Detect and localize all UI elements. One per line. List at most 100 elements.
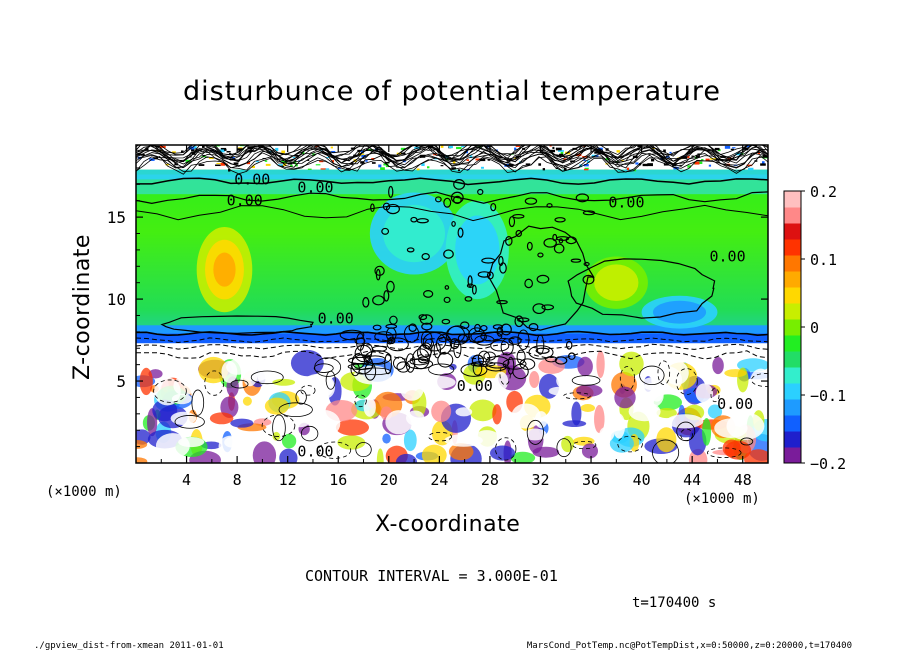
field-plume-core <box>695 383 714 403</box>
field-noise-speck <box>687 165 691 168</box>
field-plume <box>538 358 565 374</box>
contour-eddy <box>370 203 375 213</box>
field-noise-speck <box>651 158 655 162</box>
x-tick-label: 20 <box>380 471 398 489</box>
contour-eddy <box>524 278 534 289</box>
field-noise-speck <box>557 150 564 152</box>
contour-lower <box>706 447 742 458</box>
field-noise-speck <box>330 146 333 149</box>
x-tick-label: 4 <box>182 471 191 489</box>
contour-lower <box>710 388 720 403</box>
field-noise-speck <box>563 158 567 160</box>
field-noise-speck <box>466 159 469 162</box>
colorbar: 0.2 0.1 0 −0.1 −0.2 <box>783 183 846 473</box>
contour-eddy <box>508 216 516 228</box>
field-noise-speck <box>583 163 589 167</box>
field-plume <box>376 448 384 463</box>
field-noise-speck <box>433 158 439 160</box>
contour-eddy <box>382 202 391 211</box>
contour-line <box>136 154 768 175</box>
colorbar-swatch <box>784 319 801 336</box>
field-noise-speck <box>762 155 768 158</box>
contour-eddy-dense <box>360 342 373 358</box>
field-plume-core <box>444 434 483 447</box>
contour-lower <box>313 363 334 373</box>
contour-eddy-dense <box>447 325 465 343</box>
field-noise-speck <box>216 162 222 164</box>
y-tick-label: 10 <box>107 290 126 309</box>
field-plume <box>510 451 536 463</box>
contour-lower <box>355 442 372 458</box>
field-plume-core <box>385 410 413 435</box>
contour-lower <box>499 363 511 386</box>
contour-eddy-dense <box>500 338 514 356</box>
contour-eddy <box>541 304 555 311</box>
colorbar-swatch <box>784 271 801 288</box>
field-plume <box>198 356 229 384</box>
contour-eddy <box>582 210 596 216</box>
field-noise-speck <box>525 163 531 166</box>
field-plume <box>609 434 634 453</box>
contour-lower <box>300 425 319 442</box>
field-noise-speck <box>360 161 365 164</box>
field-plume <box>209 412 234 425</box>
field-noise-speck <box>542 168 546 171</box>
field-plume <box>230 418 254 428</box>
x-tick-label: 40 <box>633 471 651 489</box>
field-plume-core <box>291 419 309 428</box>
contour-eddy <box>486 271 494 280</box>
field-plume-core <box>170 411 197 425</box>
field-noise-speck <box>760 163 766 166</box>
field-noise-speck <box>642 163 648 167</box>
field-noise-speck <box>469 155 473 159</box>
contour-lower <box>314 357 342 377</box>
field-noise-speck <box>691 155 694 157</box>
field-noise-speck <box>294 154 299 157</box>
x-tick-label: 8 <box>233 471 242 489</box>
contour-eddy <box>453 179 466 190</box>
field-noise-speck <box>701 158 704 161</box>
contour-label: 0.00 <box>227 192 263 210</box>
field-noise-speck <box>202 154 206 157</box>
field-noise-speck <box>358 153 365 157</box>
field-noise-speck <box>665 156 670 158</box>
contour-loop <box>160 315 314 335</box>
contour-eddy <box>582 274 595 285</box>
contour-lower <box>230 379 249 389</box>
field-noise-speck <box>705 158 710 162</box>
contour-eddy <box>546 203 553 208</box>
contour-lower <box>652 439 680 463</box>
contour-eddy <box>515 229 523 238</box>
field-plume <box>152 399 178 422</box>
contour-eddy <box>543 238 557 248</box>
field-noise-speck <box>215 164 221 167</box>
contour-eddy <box>553 243 565 254</box>
field-noise-speck <box>549 145 552 147</box>
contour-eddy-dense <box>363 354 371 363</box>
contour-lower <box>675 368 698 395</box>
y-tick-label: 5 <box>116 372 126 391</box>
contour-eddy-dense <box>374 331 394 342</box>
contour-lower <box>278 402 313 418</box>
contour-label: 0.00 <box>297 442 333 460</box>
contour-eddy-dense <box>528 345 554 360</box>
contour-lower <box>325 370 336 390</box>
field-noise-speck <box>694 161 700 165</box>
field-plume <box>431 400 452 423</box>
field-noise-speck <box>515 145 521 147</box>
field-plume <box>335 419 370 436</box>
field-noise-speck <box>635 162 639 165</box>
field-plume <box>571 401 582 426</box>
contour-eddy <box>526 241 533 251</box>
field-plume <box>489 445 516 461</box>
contour-eddy-dense <box>364 350 392 365</box>
field-noise-speck <box>238 147 243 149</box>
field-noise-speck <box>326 157 330 159</box>
field-inversion-core <box>136 333 768 344</box>
contour-eddy <box>565 340 573 350</box>
contour-eddy <box>435 196 442 203</box>
x-axis: 4 8 12 16 20 24 28 32 36 40 44 48 <box>160 145 752 489</box>
field-noise-speck <box>514 157 517 160</box>
field-noise-speck <box>584 167 589 169</box>
field-noise-speck <box>451 167 456 170</box>
